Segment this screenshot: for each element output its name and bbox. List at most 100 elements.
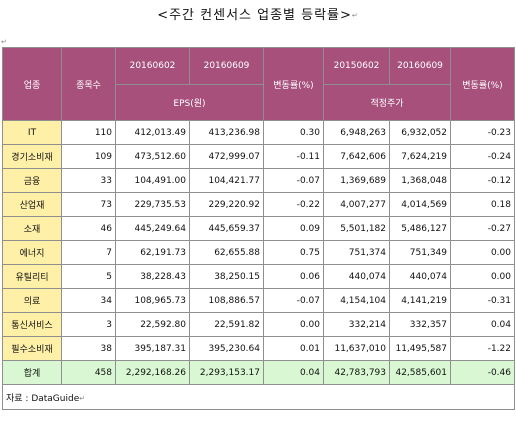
cell-sector: 통신서비스: [2, 312, 62, 337]
cell-tpChg: 0.00: [450, 240, 515, 265]
cell-tp1: 42,783,793: [323, 360, 390, 385]
cell-sector: IT: [2, 120, 62, 145]
cell-tp2: 440,074: [389, 264, 451, 289]
table-row: 의료 34 108,965.73 108,886.57 -0.07 4,154,104 4,…: [2, 288, 515, 313]
header-row-groups: EPS(원) 적정주가: [3, 84, 515, 121]
table-row: 통신서비스 3 22,592.80 22,591.82 0.00 332,214 332,3…: [2, 312, 515, 337]
header-date-eps-2: 20160609: [189, 47, 264, 85]
cell-tpChg: 0.04: [450, 312, 515, 337]
cell-tp2: 4,141,219: [389, 288, 451, 313]
cell-eps2: 22,591.82: [189, 312, 264, 337]
cell-tpChg: -0.31: [450, 288, 515, 313]
cell-epsChg: 0.04: [263, 360, 324, 385]
cell-tpChg: 0.18: [450, 192, 515, 217]
cell-eps1: 38,228.43: [115, 264, 190, 289]
cell-sector: 합계: [2, 360, 62, 385]
cell-tp1: 5,501,182: [323, 216, 390, 241]
header-eps-change: 변동률(%): [263, 47, 324, 121]
cell-tpChg: -0.24: [450, 144, 515, 169]
cell-tp2: 1,368,048: [389, 168, 451, 193]
cell-tp2: 6,932,052: [389, 120, 451, 145]
table-row: 필수소비재 38 395,187.31 395,230.64 0.01 11,637,01…: [2, 336, 515, 361]
cell-epsChg: 0.75: [263, 240, 324, 265]
cell-eps1: 2,292,168.26: [115, 360, 190, 385]
cell-sector: 에너지: [2, 240, 62, 265]
source-text: 자료 : DataGuide: [6, 393, 80, 404]
cell-eps1: 395,187.31: [115, 336, 190, 361]
cell-count: 73: [61, 192, 116, 217]
cell-tp2: 11,495,587: [389, 336, 451, 361]
cell-sector: 소재: [2, 216, 62, 241]
cell-tp1: 751,374: [323, 240, 390, 265]
cell-epsChg: -0.07: [263, 288, 324, 313]
cell-eps1: 22,592.80: [115, 312, 190, 337]
cell-sector: 경기소비재: [2, 144, 62, 169]
cell-eps1: 412,013.49: [115, 120, 190, 145]
cell-tp1: 7,642,606: [323, 144, 390, 169]
cell-count: 7: [61, 240, 116, 265]
header-count: 종목수: [61, 47, 116, 121]
paragraph-mark: ↵: [1, 38, 7, 46]
report-title: <주간 컨센서스 업종별 등락률>↵: [0, 4, 516, 23]
cell-eps2: 395,230.64: [189, 336, 264, 361]
cell-eps1: 445,249.64: [115, 216, 190, 241]
paragraph-mark: ↵: [351, 11, 359, 20]
cell-tpChg: -0.12: [450, 168, 515, 193]
cell-eps2: 229,220.92: [189, 192, 264, 217]
cell-epsChg: 0.06: [263, 264, 324, 289]
cell-tp2: 5,486,127: [389, 216, 451, 241]
cell-eps2: 62,655.88: [189, 240, 264, 265]
table-row: IT 110 412,013.49 413,236.98 0.30 6,948,263 6,…: [2, 120, 515, 145]
header-date-eps-1: 20160602: [115, 47, 190, 85]
cell-eps1: 104,491.00: [115, 168, 190, 193]
cell-tp1: 440,074: [323, 264, 390, 289]
total-row: 합계 458 2,292,168.26 2,293,153.17 0.04 42,783,…: [2, 360, 515, 385]
cell-epsChg: 0.30: [263, 120, 324, 145]
sector-consensus-table: 업종 종목수 20160602 20160609 변동률(%) 20150602…: [2, 47, 515, 410]
cell-epsChg: 0.01: [263, 336, 324, 361]
cell-eps1: 108,965.73: [115, 288, 190, 313]
table-row: 에너지 7 62,191.73 62,655.88 0.75 751,374 751,349…: [2, 240, 515, 265]
cell-tp1: 4,154,104: [323, 288, 390, 313]
cell-epsChg: 0.00: [263, 312, 324, 337]
cell-tp1: 6,948,263: [323, 120, 390, 145]
header-tp-change: 변동률(%): [450, 47, 515, 121]
paragraph-mark: ↵: [79, 394, 86, 402]
cell-count: 3: [61, 312, 116, 337]
cell-tp2: 7,624,219: [389, 144, 451, 169]
header-row-dates: 업종 종목수 20160602 20160609 변동률(%) 20150602…: [2, 47, 515, 121]
header-date-tp-2: 20160609: [389, 47, 451, 85]
table-row: 산업재 73 229,735.53 229,220.92 -0.22 4,007,277 4…: [2, 192, 515, 217]
cell-tp1: 1,369,689: [323, 168, 390, 193]
cell-count: 34: [61, 288, 116, 313]
cell-tpChg: -0.27: [450, 216, 515, 241]
cell-count: 458: [61, 360, 116, 385]
header-sector: 업종: [2, 47, 62, 121]
cell-tpChg: -1.22: [450, 336, 515, 361]
cell-epsChg: -0.07: [263, 168, 324, 193]
cell-eps2: 108,886.57: [189, 288, 264, 313]
table-row: 소재 46 445,249.64 445,659.37 0.09 5,501,182 5,4…: [2, 216, 515, 241]
cell-sector: 의료: [2, 288, 62, 313]
cell-sector: 필수소비재: [2, 336, 62, 361]
cell-eps2: 38,250.15: [189, 264, 264, 289]
cell-sector: 산업재: [2, 192, 62, 217]
cell-sector: 금융: [2, 168, 62, 193]
cell-count: 5: [61, 264, 116, 289]
cell-epsChg: -0.22: [263, 192, 324, 217]
header-date-tp-1: 20150602: [323, 47, 390, 85]
cell-eps1: 62,191.73: [115, 240, 190, 265]
cell-tpChg: -0.23: [450, 120, 515, 145]
cell-eps2: 445,659.37: [189, 216, 264, 241]
cell-count: 38: [61, 336, 116, 361]
cell-eps1: 229,735.53: [115, 192, 190, 217]
cell-epsChg: -0.11: [263, 144, 324, 169]
cell-tpChg: -0.46: [450, 360, 515, 385]
cell-tp2: 332,357: [389, 312, 451, 337]
cell-eps1: 473,512.60: [115, 144, 190, 169]
cell-tp1: 4,007,277: [323, 192, 390, 217]
cell-eps2: 472,999.07: [189, 144, 264, 169]
cell-count: 109: [61, 144, 116, 169]
source-note: 자료 : DataGuide↵: [2, 384, 515, 410]
